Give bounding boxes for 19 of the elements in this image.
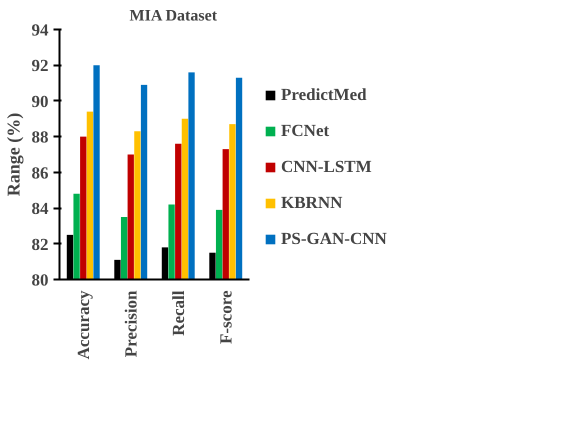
y-tick-label: 86 xyxy=(32,163,48,182)
x-tick-label: F-score xyxy=(216,290,236,344)
x-tick-label: Recall xyxy=(168,290,188,336)
legend-label: KBRNN xyxy=(281,193,342,213)
y-tick-label: 94 xyxy=(32,20,49,40)
x-tick-label: Accuracy xyxy=(74,290,93,360)
x-tick-label: Precision xyxy=(121,290,140,358)
legend-label: PredictMed xyxy=(281,85,367,105)
y-tick-label: 88 xyxy=(32,128,48,147)
legend-label: PS-GAN-CNN xyxy=(281,229,387,249)
legend-label: CNN-LSTM xyxy=(281,157,372,177)
legend-label: FCNet xyxy=(281,121,330,141)
chart-title: MIA Dataset xyxy=(130,8,218,24)
y-tick-label: 84 xyxy=(32,199,49,218)
y-tick-label: 80 xyxy=(32,270,48,290)
y-tick-label: 92 xyxy=(32,56,48,76)
y-tick-label: 90 xyxy=(32,92,48,111)
y-axis-title: Range (%) xyxy=(4,112,24,196)
y-tick-label: 82 xyxy=(32,234,48,254)
